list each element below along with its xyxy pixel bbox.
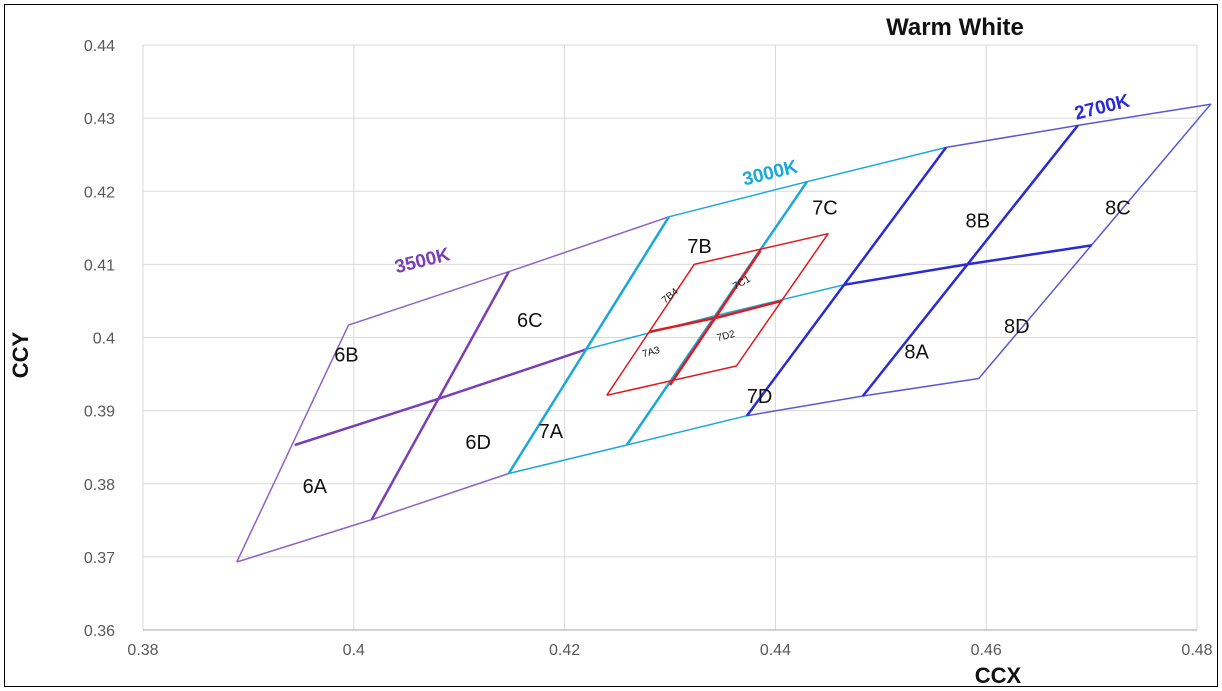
bin-label: 6B (334, 344, 358, 366)
bin-boundary-line (236, 216, 670, 563)
bin-label: 7C (812, 197, 838, 219)
y-tick-label: 0.41 (84, 257, 115, 274)
bin-label: 7A (539, 421, 564, 443)
sub-bin-label: 7D2 (716, 329, 737, 344)
bin-label: 7D (747, 386, 773, 408)
bin-boundary-line (668, 249, 762, 386)
cct-label: 3500K (393, 244, 453, 278)
bin-label: 8C (1105, 197, 1131, 219)
chart-title: Warm White (886, 14, 1024, 41)
bin-boundary-line (370, 271, 510, 521)
x-axis-title: CCX (975, 663, 1022, 688)
bin-boundary-line (606, 232, 829, 397)
y-tick-label: 0.36 (84, 623, 115, 640)
bin-label: 8B (966, 211, 990, 233)
bin-label: 7B (687, 236, 711, 258)
bin-label: 6A (303, 476, 328, 498)
bin-boundary-line (861, 124, 1079, 397)
x-tick-label: 0.48 (1181, 642, 1212, 659)
tick-labels: 0.38 0.4 0.42 0.44 0.46 0.48 0.36 0.37 0.38 0.39 0… (84, 38, 1213, 659)
x-tick-label: 0.42 (549, 642, 580, 659)
y-tick-label: 0.38 (84, 477, 115, 494)
series-lines (236, 103, 1212, 563)
bin-label: 6D (465, 432, 491, 454)
x-tick-label: 0.44 (760, 642, 791, 659)
bin-boundary-line (745, 146, 948, 417)
y-tick-label: 0.42 (84, 184, 115, 201)
bin-label: 8A (904, 341, 929, 363)
bin-boundary-line (507, 216, 670, 475)
y-tick-label: 0.39 (84, 404, 115, 421)
sub-bin-label: 7A3 (641, 345, 661, 360)
y-tick-label: 0.43 (84, 111, 115, 128)
cct-label: 2700K (1073, 91, 1133, 125)
bin-boundary-line (586, 284, 845, 350)
bin-boundary-line (649, 299, 783, 333)
sub-bin-label: 7C1 (731, 274, 753, 293)
y-tick-label: 0.44 (84, 38, 115, 55)
bin-boundary-line (746, 103, 1212, 417)
bin-label: 8D (1004, 316, 1030, 338)
bin-boundary-line (843, 244, 1092, 287)
x-tick-label: 0.4 (343, 642, 365, 659)
y-tick-label: 0.37 (84, 550, 115, 567)
x-tick-label: 0.38 (127, 642, 158, 659)
grid-lines (142, 44, 1198, 631)
y-tick-label: 0.4 (93, 331, 115, 348)
bin-label: 6C (517, 310, 543, 332)
y-axis-title: CCY (8, 331, 33, 378)
x-tick-label: 0.46 (971, 642, 1002, 659)
